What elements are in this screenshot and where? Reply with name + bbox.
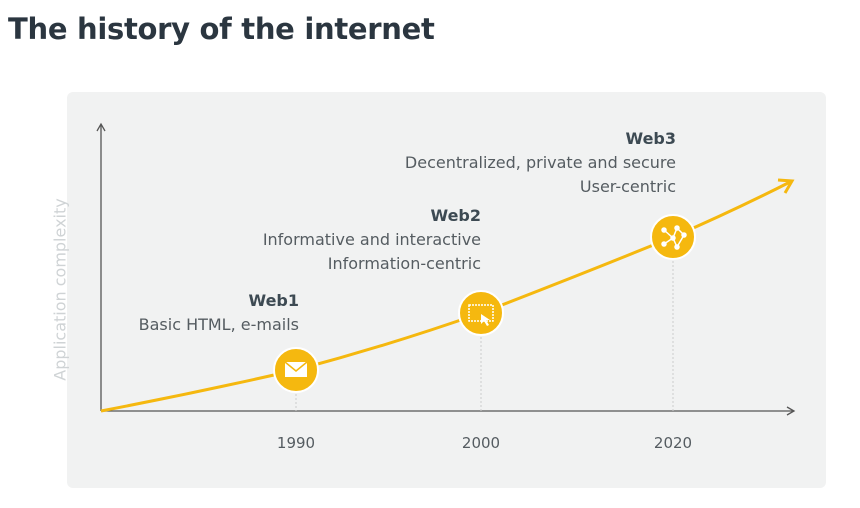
era-description: Information-centric bbox=[327, 254, 481, 273]
timeline-panel bbox=[67, 92, 826, 488]
era-description: Decentralized, private and secure bbox=[404, 153, 676, 172]
era-description: Informative and interactive bbox=[262, 230, 481, 249]
tick-1990: 1990 bbox=[276, 434, 316, 452]
tick-2000: 2000 bbox=[461, 434, 501, 452]
milestone-2020-node bbox=[650, 214, 696, 260]
era-name: Web1 bbox=[248, 291, 299, 310]
era-name: Web3 bbox=[625, 129, 676, 148]
growth-curve-arrow bbox=[777, 178, 795, 194]
y-axis-arrow bbox=[96, 122, 106, 132]
milestone-2000-label: Web2 Informative and interactive Informa… bbox=[263, 204, 481, 276]
milestone-1990-node bbox=[273, 347, 319, 393]
tick-2020: 2020 bbox=[653, 434, 693, 452]
envelope-icon bbox=[284, 361, 308, 377]
milestone-1990-label: Web1 Basic HTML, e-mails bbox=[139, 289, 299, 337]
page-title: The history of the internet bbox=[8, 12, 435, 46]
milestone-2020-label: Web3 Decentralized, private and secure U… bbox=[405, 127, 676, 199]
milestone-2000-node bbox=[458, 290, 504, 336]
browser-cursor-icon bbox=[468, 304, 494, 326]
network-nodes-icon bbox=[661, 225, 687, 250]
era-description: User-centric bbox=[579, 177, 676, 196]
x-axis-arrow bbox=[786, 406, 796, 416]
era-description: Basic HTML, e-mails bbox=[138, 315, 299, 334]
y-axis-label: Application complexity bbox=[50, 198, 70, 381]
era-name: Web2 bbox=[430, 206, 481, 225]
